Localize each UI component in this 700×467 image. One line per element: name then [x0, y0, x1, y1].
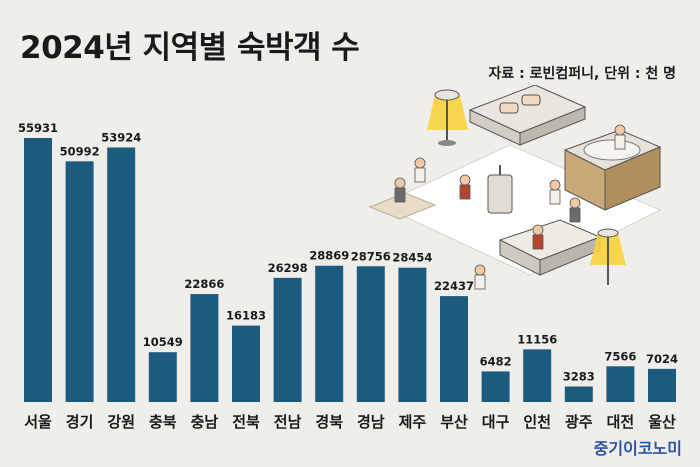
bar-충남 [190, 294, 219, 402]
bar-전북 [232, 325, 260, 402]
value-label-울산: 7024 [646, 352, 678, 366]
category-label-충북: 충북 [149, 413, 177, 431]
value-label-경북: 28869 [309, 249, 349, 263]
value-label-부산: 22437 [434, 279, 474, 293]
bar-광주 [564, 386, 593, 402]
category-label-제주: 제주 [399, 413, 427, 431]
bar-제주 [398, 267, 427, 402]
value-label-제주: 28454 [392, 251, 432, 265]
bar-울산 [648, 368, 676, 402]
value-label-전남: 26298 [268, 261, 308, 275]
category-label-전남: 전남 [274, 413, 302, 431]
value-label-인천: 11156 [517, 332, 557, 346]
lamp-illustration [427, 89, 468, 146]
category-label-경기: 경기 [66, 413, 94, 431]
suitcase-illustration [487, 165, 513, 214]
value-label-경남: 28756 [351, 249, 391, 263]
bar-강원 [107, 147, 136, 402]
value-label-광주: 3283 [563, 370, 595, 384]
lamp-right-illustration [590, 228, 626, 285]
bar-경북 [315, 265, 344, 402]
category-label-부산: 부산 [440, 413, 468, 431]
bar-인천 [523, 349, 552, 402]
bar-부산 [440, 296, 468, 402]
category-label-강원: 강원 [107, 413, 135, 431]
category-label-인천: 인천 [523, 413, 551, 431]
bar-경남 [356, 266, 385, 402]
category-label-광주: 광주 [565, 413, 593, 431]
category-label-서울: 서울 [24, 413, 52, 431]
value-label-충남: 22866 [184, 277, 224, 291]
bar-대구 [481, 371, 510, 402]
category-label-대전: 대전 [607, 413, 635, 431]
value-label-전북: 16183 [226, 309, 266, 323]
people-illustration [394, 124, 626, 290]
brand-logo: 중기이코노미 [593, 439, 682, 458]
value-label-강원: 53924 [101, 130, 141, 144]
bar-전남 [273, 277, 302, 402]
bathtub-illustration [563, 129, 662, 211]
value-label-대전: 7566 [604, 349, 636, 363]
hotel-illustration [368, 85, 662, 290]
bar-대전 [606, 366, 635, 402]
category-label-경북: 경북 [315, 413, 343, 431]
value-label-대구: 6482 [480, 354, 512, 368]
chart-title: 2024년 지역별 숙박객 수 [20, 30, 360, 66]
value-label-서울: 55931 [18, 121, 58, 135]
category-label-대구: 대구 [482, 413, 510, 431]
bed-illustration [468, 85, 587, 146]
value-label-경기: 50992 [60, 144, 100, 158]
bar-경기 [65, 161, 94, 402]
bar-서울 [24, 138, 52, 402]
category-label-울산: 울산 [648, 413, 676, 431]
bar-충북 [148, 352, 177, 402]
category-label-전북: 전북 [232, 413, 260, 431]
value-label-충북: 10549 [143, 335, 183, 349]
source-note: 자료 : 로빈컴퍼니, 단위 : 천 명 [488, 66, 676, 82]
category-label-경남: 경남 [357, 413, 385, 431]
category-label-충남: 충남 [191, 413, 219, 431]
